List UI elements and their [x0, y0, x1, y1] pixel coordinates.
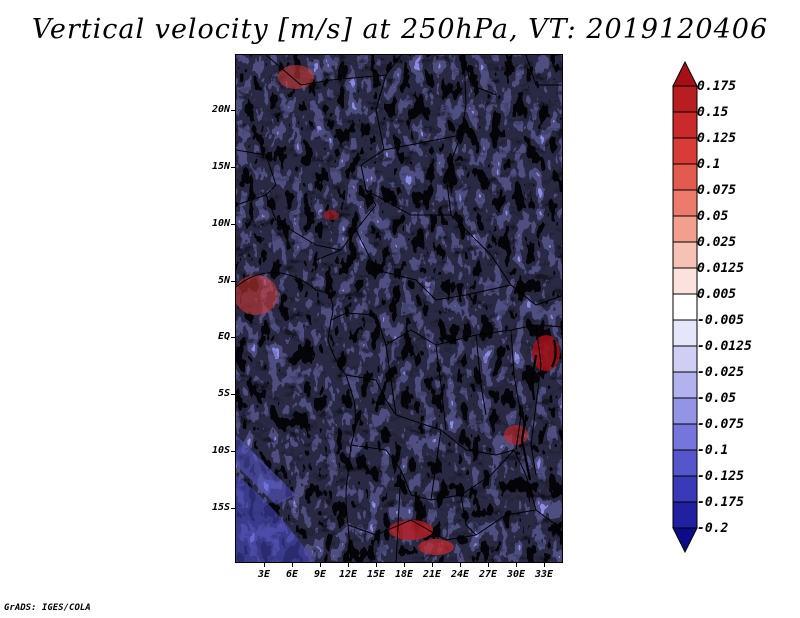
colorbar-box — [672, 85, 698, 113]
colorbar-box — [672, 527, 698, 554]
lon-label-33e: 33E — [534, 569, 554, 580]
chart-title: Vertical velocity [m/s] at 250hPa, VT: 2… — [31, 14, 769, 45]
colorbar-label: -0.1 — [697, 443, 729, 458]
colorbar-label: -0.005 — [697, 313, 744, 328]
colorbar-label: 0.125 — [697, 131, 737, 146]
lat-tick — [231, 394, 235, 395]
lat-label-eq: EQ — [217, 331, 230, 342]
lat-tick — [231, 451, 235, 452]
colorbar-box — [672, 475, 698, 503]
colorbar — [672, 60, 698, 554]
lon-label-3e: 3E — [257, 569, 271, 580]
lon-tick — [516, 563, 517, 567]
lon-label-18e: 18E — [394, 569, 414, 580]
colorbar-label: -0.2 — [697, 521, 729, 536]
lon-tick — [376, 563, 377, 567]
colorbar-label: -0.175 — [697, 495, 744, 510]
colorbar-label: 0.005 — [697, 287, 737, 302]
lon-label-6e: 6E — [285, 569, 299, 580]
lon-tick — [544, 563, 545, 567]
colorbar-label: -0.025 — [697, 365, 744, 380]
lon-tick — [292, 563, 293, 567]
lon-label-9e: 9E — [313, 569, 327, 580]
lon-tick — [460, 563, 461, 567]
colorbar-box — [672, 501, 698, 529]
country-borders — [236, 55, 562, 562]
colorbar-box — [672, 449, 698, 477]
colorbar-box — [672, 371, 698, 399]
lon-label-12e: 12E — [338, 569, 358, 580]
lat-label-20n: 20N — [211, 104, 230, 115]
lat-label-5n: 5N — [217, 275, 230, 286]
colorbar-box — [672, 267, 698, 295]
colorbar-label: 0.175 — [697, 79, 737, 94]
lat-label-5s: 5S — [217, 388, 230, 399]
lat-tick — [231, 110, 235, 111]
lon-label-27e: 27E — [478, 569, 498, 580]
lat-tick — [231, 281, 235, 282]
lat-tick — [231, 337, 235, 338]
colorbar-label: 0.025 — [697, 235, 737, 250]
lon-label-24e: 24E — [450, 569, 470, 580]
colorbar-label: 0.1 — [697, 157, 721, 172]
lat-tick — [231, 224, 235, 225]
colorbar-label: 0.0125 — [697, 261, 744, 276]
lakes — [520, 339, 557, 481]
colorbar-label: 0.075 — [697, 183, 737, 198]
map-panel — [235, 54, 563, 563]
lat-tick — [231, 167, 235, 168]
lat-label-10s: 10S — [211, 445, 230, 456]
colorbar-label: -0.0125 — [697, 339, 752, 354]
colorbar-label: -0.075 — [697, 417, 744, 432]
field-red — [236, 55, 562, 562]
colorbar-box — [672, 163, 698, 191]
colorbar-label: -0.125 — [697, 469, 744, 484]
grads-credit: GrADS: IGES/COLA — [4, 603, 91, 613]
lon-label-21e: 21E — [422, 569, 442, 580]
colorbar-box — [672, 345, 698, 373]
colorbar-boxes — [672, 60, 698, 554]
colorbar-box — [672, 189, 698, 217]
lat-label-15n: 15N — [211, 161, 230, 172]
lat-tick — [231, 508, 235, 509]
lon-tick — [404, 563, 405, 567]
colorbar-label: 0.15 — [697, 105, 729, 120]
colorbar-box — [672, 293, 698, 321]
lon-label-30e: 30E — [506, 569, 526, 580]
colorbar-box — [672, 397, 698, 425]
colorbar-box — [672, 111, 698, 139]
colorbar-box — [672, 241, 698, 269]
lon-tick — [264, 563, 265, 567]
colorbar-label: 0.05 — [697, 209, 729, 224]
lon-tick — [348, 563, 349, 567]
lon-tick — [320, 563, 321, 567]
lon-label-15e: 15E — [366, 569, 386, 580]
lon-tick — [488, 563, 489, 567]
colorbar-box — [672, 423, 698, 451]
lon-tick — [432, 563, 433, 567]
colorbar-box — [672, 60, 698, 87]
colorbar-box — [672, 319, 698, 347]
colorbar-label: -0.05 — [697, 391, 737, 406]
lat-label-15s: 15S — [211, 502, 230, 513]
velocity-field-map — [236, 55, 562, 562]
colorbar-box — [672, 215, 698, 243]
colorbar-box — [672, 137, 698, 165]
field-dark-blue-sw — [236, 435, 315, 562]
lat-label-10n: 10N — [211, 218, 230, 229]
